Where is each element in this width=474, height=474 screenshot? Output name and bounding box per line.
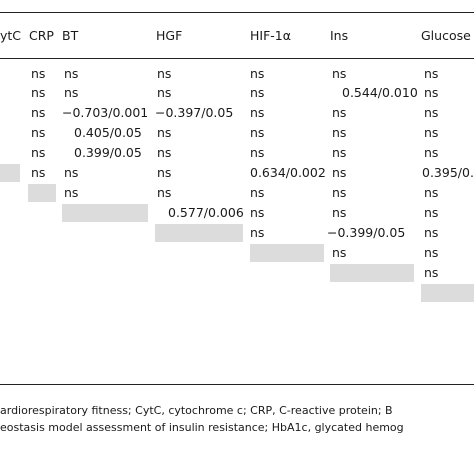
table-cell: ns [332,165,347,180]
diagonal-cell [330,264,414,282]
table-cell: −0.399/0.05 [327,225,406,240]
table-cell: ns [250,145,265,160]
table-cell: ns [157,165,172,180]
col-header-bt: BT [62,28,79,43]
table-cell: ns [424,125,439,140]
diagonal-cell [0,164,20,182]
diagonal-cell [62,204,148,222]
table-cell: ns [250,225,265,240]
table-cell: ns [157,145,172,160]
table-cell: ns [424,205,439,220]
table-cell: ns [332,125,347,140]
table-top-rule [0,12,474,13]
table-cell: ns [31,66,46,81]
diagonal-cell [250,244,324,262]
table-cell: ns [31,145,46,160]
header-rule [0,58,474,59]
table-cell: −0.397/0.05 [155,105,234,120]
table-cell: ns [31,105,46,120]
table-cell: 0.395/0. [422,165,474,180]
table-cell: 0.405/0.05 [74,125,142,140]
table-cell: ns [332,245,347,260]
table-cell: ns [250,125,265,140]
table-cell: ns [424,145,439,160]
col-header-crp: CRP [29,28,54,43]
table-cell: ns [250,105,265,120]
col-header-hgf: HGF [156,28,183,43]
table-cell: ns [157,85,172,100]
table-cell: 0.399/0.05 [74,145,142,160]
col-header-hif1a: HIF-1α [250,28,291,43]
table-cell: ns [31,125,46,140]
table-cell: ns [250,205,265,220]
diagonal-cell [155,224,243,242]
table-cell: ns [332,66,347,81]
table-cell: ns [424,245,439,260]
table-cell: 0.634/0.002 [250,165,326,180]
table-footnote-line-2: eostasis model assessment of insulin res… [0,421,404,434]
table-cell: ns [424,265,439,280]
table-cell: ns [424,185,439,200]
diagonal-cell [28,184,56,202]
table-cell: ns [64,165,79,180]
table-cell: ns [157,125,172,140]
table-cell: 0.577/0.006 [168,205,244,220]
table-cell: ns [332,205,347,220]
table-cell: ns [332,145,347,160]
table-footnote-line-1: ardiorespiratory fitness; CytC, cytochro… [0,404,393,417]
table-cell: ns [31,85,46,100]
table-cell: ns [424,85,439,100]
table-cell: ns [64,85,79,100]
table-cell: ns [424,66,439,81]
table-cell: ns [157,66,172,81]
table-cell: ns [31,165,46,180]
table-cell: ns [157,185,172,200]
table-cell: ns [424,105,439,120]
col-header-ins: Ins [330,28,349,43]
table-cell: ns [424,225,439,240]
table-cell: 0.544/0.010 [342,85,418,100]
table-bottom-rule [0,384,474,385]
table-cell: ns [64,185,79,200]
table-cell: −0.703/0.001 [62,105,149,120]
col-header-cytc: ytC [0,28,22,43]
table-cell: ns [250,66,265,81]
table-cell: ns [332,185,347,200]
table-cell: ns [250,85,265,100]
table-cell: ns [332,105,347,120]
diagonal-cell [421,284,474,302]
col-header-glucose: Glucose [421,28,471,43]
table-cell: ns [64,66,79,81]
table-cell: ns [250,185,265,200]
